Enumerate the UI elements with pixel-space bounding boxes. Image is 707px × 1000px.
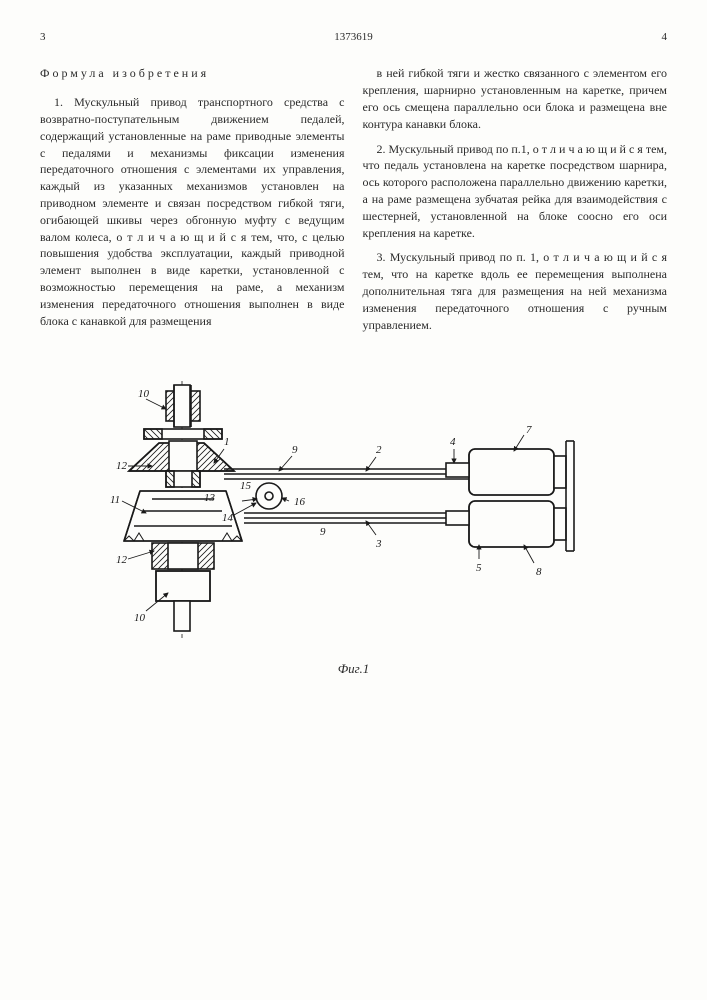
callout-14: 14 xyxy=(222,512,234,524)
figure-svg: 10 12 11 12 10 1 13 14 16 15 9 2 3 9 4 5… xyxy=(74,371,634,651)
callout-12a: 12 xyxy=(116,460,128,472)
formula-title: Формула изобретения xyxy=(40,65,345,82)
callout-2: 2 xyxy=(376,444,382,456)
figure-1: 10 12 11 12 10 1 13 14 16 15 9 2 3 9 4 5… xyxy=(40,371,667,678)
callout-10: 10 xyxy=(138,388,150,400)
callout-9b: 9 xyxy=(320,526,326,538)
callout-15: 15 xyxy=(240,480,252,492)
callout-12b: 12 xyxy=(116,554,128,566)
page-num-left: 3 xyxy=(40,30,80,45)
text-columns: Формула изобретения 1. Мускульный привод… xyxy=(40,65,667,341)
callout-5: 5 xyxy=(476,562,482,574)
claim-1-right: в ней гибкой тяги и жестко связанного с … xyxy=(363,65,668,132)
callout-4: 4 xyxy=(450,436,456,448)
callout-3: 3 xyxy=(375,538,382,550)
callout-8: 8 xyxy=(536,566,542,578)
document-number: 1373619 xyxy=(80,30,627,45)
right-column: в ней гибкой тяги и жестко связанного с … xyxy=(363,65,668,341)
page-header: 3 1373619 4 xyxy=(40,30,667,45)
callout-1: 1 xyxy=(224,436,230,448)
callout-7: 7 xyxy=(526,424,532,436)
figure-label: Фиг.1 xyxy=(40,660,667,678)
left-column: Формула изобретения 1. Мускульный привод… xyxy=(40,65,345,341)
callout-13: 13 xyxy=(204,492,216,504)
claim-1-left: 1. Мускульный привод транспортного средс… xyxy=(40,94,345,329)
callout-9a: 9 xyxy=(292,444,298,456)
page-num-right: 4 xyxy=(627,30,667,45)
claim-3: 3. Мускульный привод по п. 1, о т л и ч … xyxy=(363,249,668,333)
callout-10b: 10 xyxy=(134,612,146,624)
claim-2: 2. Мускульный привод по п.1, о т л и ч а… xyxy=(363,141,668,242)
callout-16: 16 xyxy=(294,496,306,508)
callout-11: 11 xyxy=(110,494,120,506)
